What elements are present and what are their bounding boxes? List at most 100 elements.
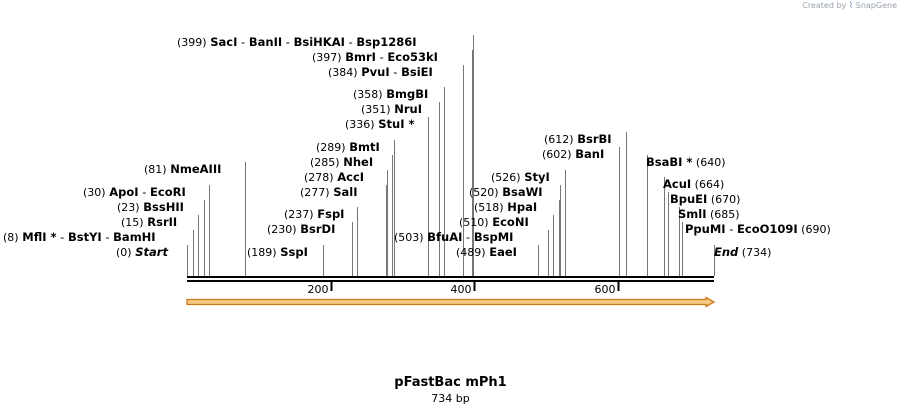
enzyme-name[interactable]: BamHI: [113, 230, 155, 244]
enzyme-name[interactable]: BsaWI: [502, 185, 542, 199]
enzyme-name[interactable]: EaeI: [489, 245, 517, 259]
enzyme-name[interactable]: AccI: [337, 170, 364, 184]
site-label[interactable]: End (734): [714, 245, 771, 259]
site-label[interactable]: (518) HpaI: [474, 200, 537, 214]
site-label[interactable]: SmlI (685): [678, 207, 740, 221]
enzyme-name[interactable]: Bsp1286I: [356, 35, 416, 49]
enzyme-name[interactable]: BmgBI: [386, 87, 428, 101]
site-label[interactable]: (384) PvuI - BsiEI: [328, 65, 433, 79]
enzyme-name[interactable]: BsrBI: [577, 132, 611, 146]
site-position: (289): [316, 141, 346, 154]
enzyme-name[interactable]: ApoI: [109, 185, 138, 199]
enzyme-name[interactable]: Start: [135, 245, 168, 259]
enzyme-name[interactable]: BmrI: [345, 50, 376, 64]
enzyme-name[interactable]: BsaBI *: [646, 155, 692, 169]
site-label[interactable]: (397) BmrI - Eco53kI: [312, 50, 438, 64]
site-label[interactable]: (612) BsrBI: [544, 132, 612, 146]
site-label[interactable]: (336) StuI *: [345, 117, 415, 131]
enzyme-name[interactable]: PvuI: [361, 65, 389, 79]
feature-arrow-shape[interactable]: [186, 296, 716, 308]
site-label[interactable]: PpuMI - EcoO109I (690): [685, 222, 831, 236]
enzyme-name[interactable]: BanI: [575, 147, 604, 161]
enzyme-name[interactable]: StuI *: [378, 117, 414, 131]
site-position: (612): [544, 133, 574, 146]
site-label[interactable]: (189) SspI: [247, 245, 308, 259]
site-label[interactable]: (23) BssHII: [117, 200, 184, 214]
backbone-top-strand: [187, 276, 714, 278]
enzyme-name[interactable]: BpuEI: [670, 192, 707, 206]
watermark-brand: SnapGene: [855, 1, 897, 10]
enzyme-name[interactable]: SmlI: [678, 207, 707, 221]
enzyme-name[interactable]: AcuI: [663, 177, 691, 191]
site-position: (734): [738, 246, 771, 259]
site-label[interactable]: (81) NmeAIII: [144, 162, 221, 176]
enzyme-name[interactable]: BfuAI: [427, 230, 462, 244]
enzyme-name[interactable]: End: [714, 245, 739, 259]
feature-arrow[interactable]: [186, 296, 716, 308]
site-label[interactable]: (520) BsaWI: [469, 185, 543, 199]
enzyme-name[interactable]: HpaI: [507, 200, 537, 214]
enzyme-name[interactable]: SacI: [210, 35, 237, 49]
backbone-bottom-strand: [187, 280, 714, 282]
plasmid-length: 734 bp: [431, 392, 470, 405]
snapgene-logo-icon: ⌇: [848, 1, 854, 11]
enzyme-name[interactable]: BsiEI: [401, 65, 433, 79]
enzyme-name[interactable]: EcoO109I: [737, 222, 798, 236]
site-label[interactable]: (489) EaeI: [456, 245, 517, 259]
site-label[interactable]: (237) FspI: [284, 207, 344, 221]
enzyme-name[interactable]: BstYI: [68, 230, 102, 244]
enzyme-name[interactable]: EcoNI: [492, 215, 528, 229]
enzyme-name[interactable]: BsiHKAI: [294, 35, 345, 49]
site-position: (277): [300, 186, 330, 199]
site-label[interactable]: (278) AccI: [304, 170, 364, 184]
enzyme-name[interactable]: BanII: [249, 35, 282, 49]
enzyme-name[interactable]: Eco53kI: [387, 50, 438, 64]
site-position: (351): [361, 103, 391, 116]
site-label[interactable]: (399) SacI - BanII - BsiHKAI - Bsp1286I: [177, 35, 417, 49]
site-label[interactable]: BsaBI * (640): [646, 155, 726, 169]
site-position: (664): [691, 178, 724, 191]
enzyme-name[interactable]: StyI: [524, 170, 550, 184]
site-label[interactable]: AcuI (664): [663, 177, 724, 191]
site-label[interactable]: (351) NruI: [361, 102, 422, 116]
site-separator: -: [345, 35, 356, 49]
site-label[interactable]: (30) ApoI - EcoRI: [83, 185, 186, 199]
site-position: (489): [456, 246, 486, 259]
enzyme-name[interactable]: BssHII: [143, 200, 184, 214]
site-label[interactable]: (602) BanI: [542, 147, 604, 161]
site-separator: -: [282, 35, 293, 49]
enzyme-name[interactable]: NruI: [394, 102, 422, 116]
site-label[interactable]: BpuEI (670): [670, 192, 740, 206]
site-separator: -: [102, 230, 113, 244]
site-label[interactable]: (277) SalI: [300, 185, 358, 199]
site-position: (670): [707, 193, 740, 206]
site-label[interactable]: (289) BmtI: [316, 140, 380, 154]
site-position: (15): [121, 216, 144, 229]
site-position: (399): [177, 36, 207, 49]
enzyme-name[interactable]: EcoRI: [150, 185, 186, 199]
enzyme-name[interactable]: BsrDI: [300, 222, 335, 236]
enzyme-name[interactable]: FspI: [317, 207, 344, 221]
site-position: (358): [353, 88, 383, 101]
site-label[interactable]: (503) BfuAI - BspMI: [394, 230, 513, 244]
site-label[interactable]: (15) RsrII: [121, 215, 177, 229]
site-label[interactable]: (510) EcoNI: [459, 215, 529, 229]
site-label[interactable]: (0) Start: [116, 245, 168, 259]
enzyme-name[interactable]: SalI: [333, 185, 357, 199]
enzyme-name[interactable]: BmtI: [349, 140, 380, 154]
ruler-tick-label: 600: [595, 283, 616, 296]
site-label[interactable]: (230) BsrDI: [267, 222, 335, 236]
enzyme-name[interactable]: RsrII: [147, 215, 177, 229]
enzyme-name[interactable]: SspI: [280, 245, 308, 259]
enzyme-name[interactable]: PpuMI: [685, 222, 726, 236]
enzyme-name[interactable]: BspMI: [474, 230, 514, 244]
site-label[interactable]: (358) BmgBI: [353, 87, 428, 101]
enzyme-name[interactable]: NheI: [343, 155, 373, 169]
site-label[interactable]: (285) NheI: [310, 155, 373, 169]
site-labels: (0) Start(8) MflI * - BstYI - BamHI(15) …: [3, 35, 831, 259]
snapgene-watermark: Created by ⌇ SnapGene: [802, 1, 897, 11]
site-label[interactable]: (526) StyI: [491, 170, 550, 184]
site-label[interactable]: (8) MflI * - BstYI - BamHI: [3, 230, 156, 244]
enzyme-name[interactable]: NmeAIII: [170, 162, 221, 176]
enzyme-name[interactable]: MflI *: [22, 230, 56, 244]
